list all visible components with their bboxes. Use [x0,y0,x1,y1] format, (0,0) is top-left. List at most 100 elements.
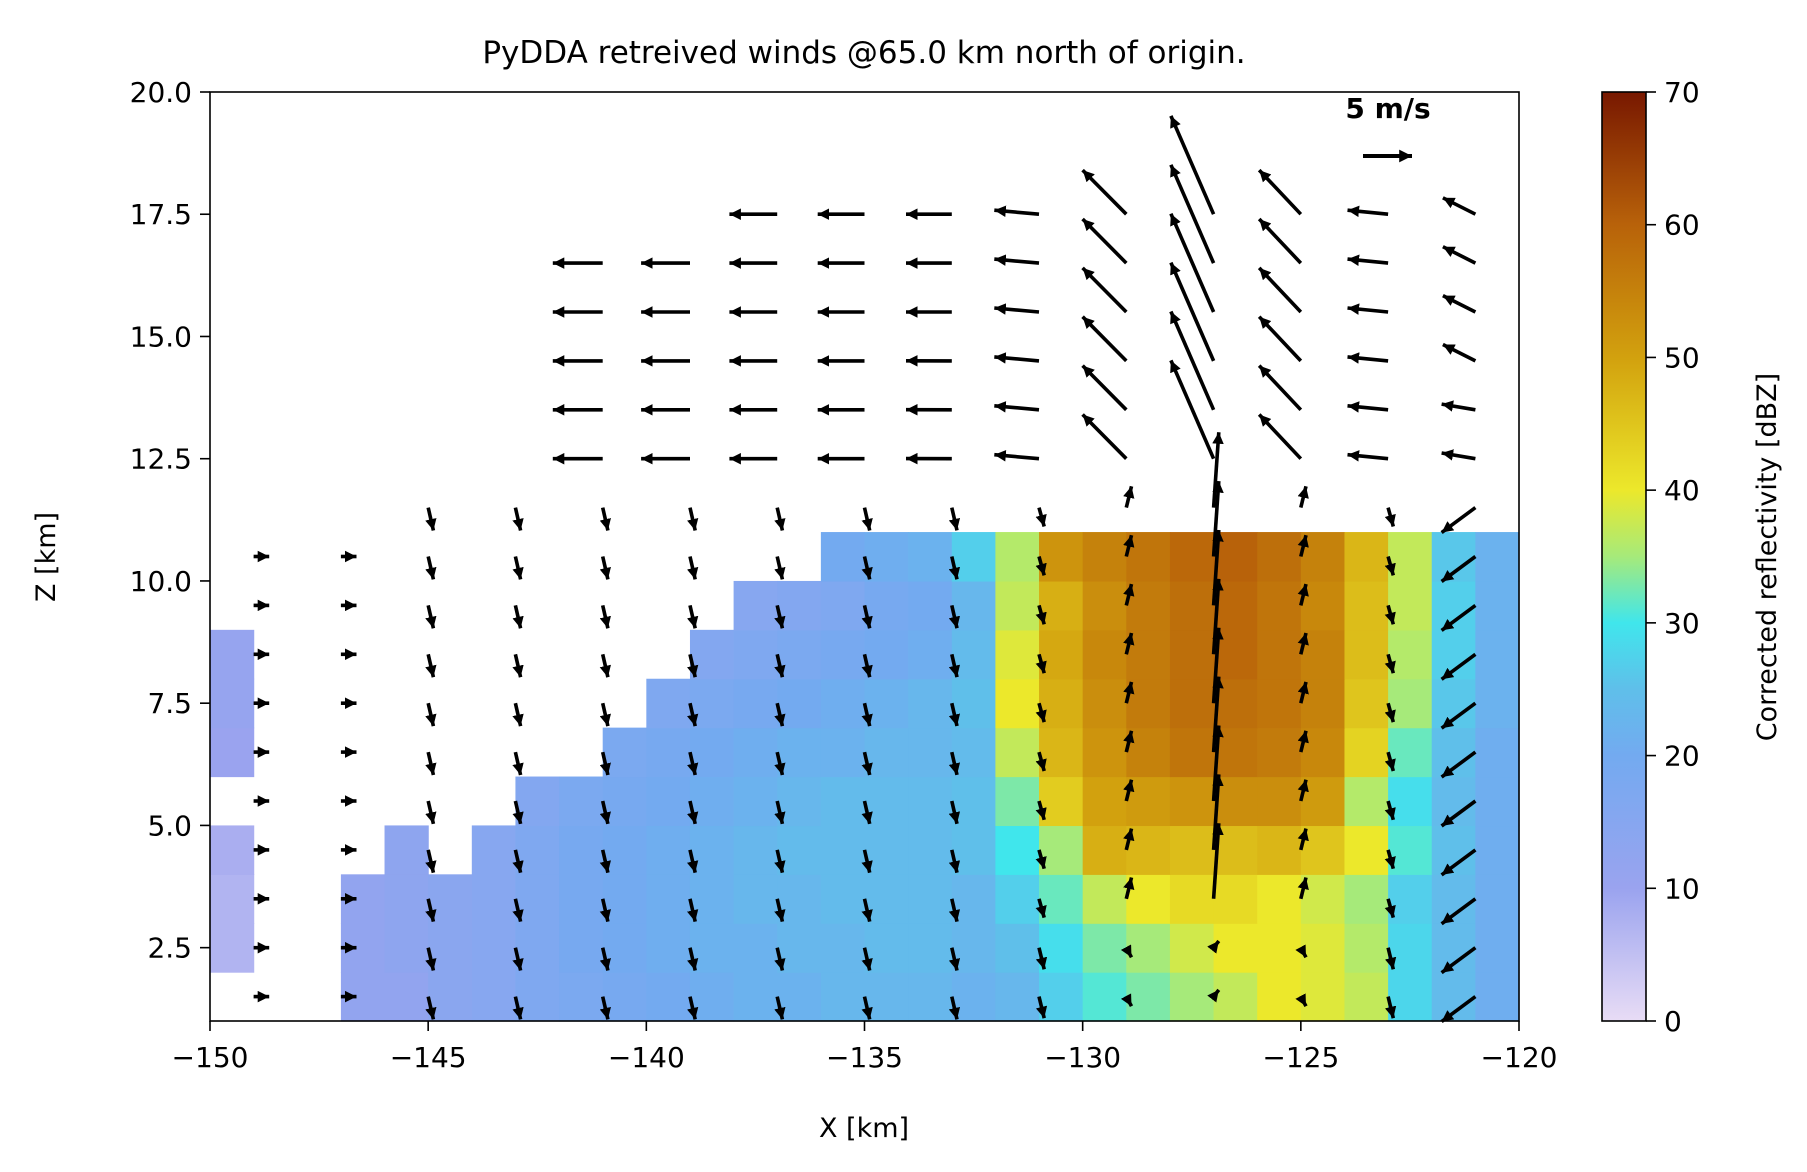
reflectivity-cell [1344,580,1389,631]
wind-vector [1440,506,1477,535]
wind-vectors [253,115,1477,1024]
wind-vector [1081,168,1128,216]
wind-vector [1440,555,1477,583]
wind-vector [512,556,524,580]
wind-vector [512,849,524,874]
wind-vector [861,702,873,727]
reflectivity-cell [864,532,909,582]
y-axis: 2.5 5.0 7.5 10.0 12.5 15.0 17.5 20.0 [130,76,210,965]
reflectivity-cell [471,923,517,973]
wind-vector [948,507,961,531]
wind-vector [861,947,873,971]
wind-vector [861,605,873,629]
reflectivity-cell [995,727,1040,778]
wind-vector [1035,751,1047,772]
wind-vector [1081,266,1128,314]
wind-vector [1035,898,1047,919]
reflectivity-cell [864,874,909,924]
wind-vector [1297,877,1309,900]
reflectivity-cell [646,874,691,924]
wind-vector [1123,632,1135,655]
reflectivity-cell [1169,678,1215,729]
wind-vector [687,751,699,776]
wind-vector [1385,996,1397,1019]
wind-vector [948,556,961,580]
reflectivity-cell [1082,825,1127,875]
wind-vector [1035,702,1047,723]
reflectivity-cell [515,825,560,875]
wind-vector [994,449,1040,462]
reflectivity-cell [689,874,735,924]
reflectivity-cell [733,825,778,875]
wind-vector [1123,583,1135,606]
reflectivity-cell [820,532,866,582]
reflectivity-cell [1039,972,1084,1022]
wind-vector [425,507,437,531]
wind-vector [1211,725,1224,802]
reflectivity-cell [1126,580,1171,631]
wind-vector [425,849,437,874]
wind-vector [774,653,786,678]
reflectivity-cell [995,580,1040,631]
wind-vector [1211,432,1224,508]
wind-vector [687,653,699,678]
reflectivity-cell [646,972,691,1022]
wind-vector [1123,681,1135,704]
reflectivity-cell [864,776,909,827]
wind-vector [1440,946,1477,975]
reflectivity-cell [1475,727,1520,778]
reflectivity-cell [1344,727,1389,778]
reflectivity-cell [1169,923,1215,973]
reflectivity-cell [210,825,255,875]
reflectivity-cell [1082,874,1127,924]
wind-scale-label: 5 m/s [1345,92,1430,125]
wind-vector [1442,342,1477,363]
wind-vector [774,898,786,923]
reflectivity-cell [689,727,735,778]
reflectivity-cell [820,580,866,631]
colorbar-gradient [1601,91,1647,1022]
reflectivity-cell [1169,532,1215,582]
wind-vector [1440,750,1477,779]
wind-vector [1347,401,1389,413]
wind-vector [599,702,611,727]
reflectivity-cell [602,874,647,924]
wind-vector [861,507,873,531]
reflectivity-cell [1126,825,1171,875]
wind-vector [861,898,873,923]
wind-vector [1035,507,1047,527]
reflectivity-cell [1257,678,1302,729]
reflectivity-cell [1300,727,1346,778]
reflectivity-cell [733,678,778,729]
reflectivity-cell [1082,923,1127,973]
reflectivity-cell [1257,972,1302,1022]
reflectivity-cell [733,874,778,924]
wind-vector [425,751,437,776]
wind-vector [1440,848,1477,877]
colorbar-tick-label: 40 [1664,474,1700,507]
reflectivity-cell [1300,678,1346,729]
reflectivity-cell [1213,776,1258,827]
wind-vector [599,556,611,580]
reflectivity-cell [995,972,1040,1022]
reflectivity-cell [908,580,953,631]
wind-vector [1347,205,1389,218]
reflectivity-cell [1213,629,1258,680]
y-tick-label: 5.0 [147,809,192,842]
wind-vector [1440,652,1477,681]
reflectivity-cell [1344,923,1389,973]
reflectivity-cell [1344,678,1389,729]
reflectivity-cell [471,874,517,924]
reflectivity-cell [1126,923,1171,973]
wind-vector [1295,944,1308,959]
reflectivity-cell [864,629,909,680]
reflectivity-cell [602,972,647,1022]
reflectivity-cell [1126,776,1171,827]
wind-vector [861,849,873,874]
wind-vector [687,800,699,825]
reflectivity-cell [515,874,560,924]
reflectivity-cell [602,923,647,973]
reflectivity-cell [559,972,604,1022]
colorbar-tick-label: 50 [1664,341,1700,374]
wind-vector [1297,779,1309,802]
